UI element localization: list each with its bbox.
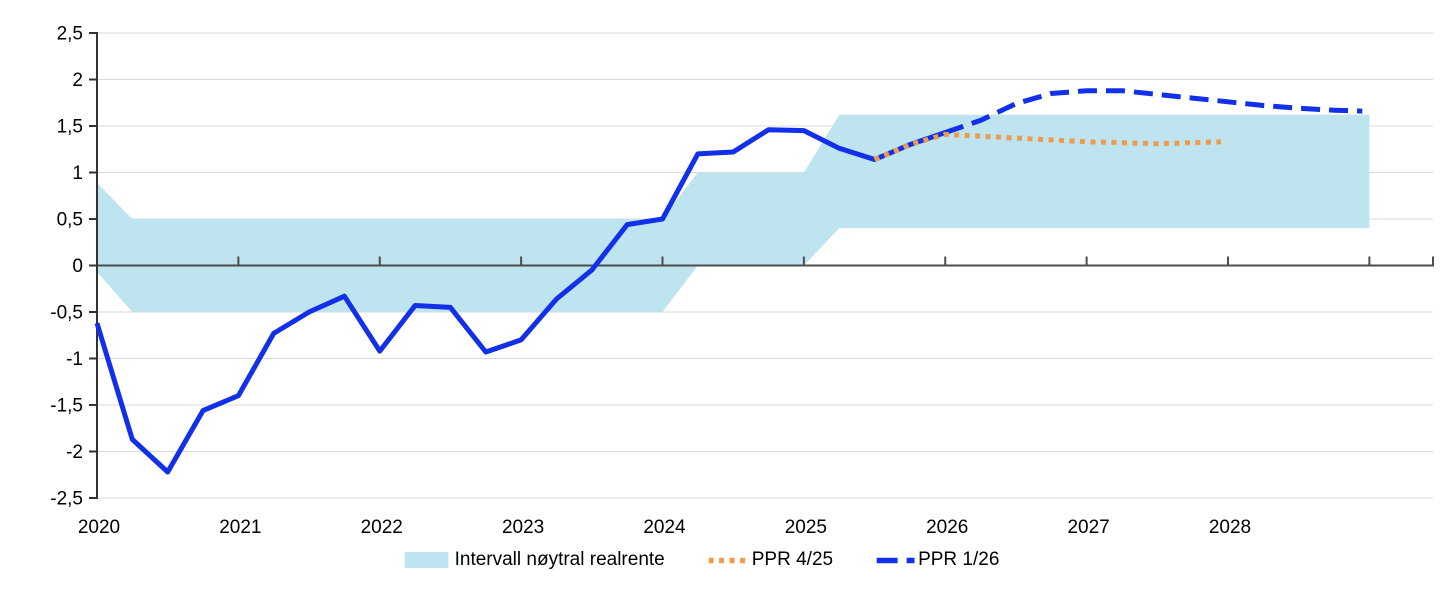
y-tick-label: -2: [66, 442, 83, 463]
y-tick-label: 1,5: [57, 117, 83, 138]
y-tick-label: -1,5: [50, 396, 83, 417]
x-tick-label: 2024: [643, 517, 686, 538]
legend-item-neutral-band: Intervall nøytral realrente: [404, 547, 665, 573]
legend-item-ppr-4-25: PPR 4/25: [708, 547, 834, 573]
y-tick-label: -0,5: [50, 303, 83, 324]
x-tick-label: 2023: [502, 517, 544, 538]
dotted-line-swatch-icon: [708, 557, 749, 563]
neutral-rate-band: [97, 114, 1370, 312]
x-tick-label: 2021: [219, 517, 261, 538]
legend-label-ppr-1-26: PPR 1/26: [918, 549, 1000, 570]
y-tick-label: 2,5: [57, 24, 83, 45]
x-tick-label: 2025: [785, 517, 827, 538]
y-tick-label: 1: [72, 163, 83, 184]
x-tick-label: 2022: [361, 517, 403, 538]
ppr-4-25-line: [873, 131, 1221, 162]
y-tick-label: 0: [72, 256, 83, 277]
x-tick-label: 2020: [78, 517, 120, 538]
legend: Intervall nøytral realrente PPR 4/25 PPR…: [404, 547, 999, 573]
y-tick-label: -2,5: [50, 489, 83, 510]
y-tick-label: -1: [66, 349, 83, 370]
y-tick-label: 0,5: [57, 210, 83, 231]
band-swatch-icon: [404, 552, 449, 568]
legend-item-ppr-1-26: PPR 1/26: [877, 547, 999, 573]
dashed-line-swatch-icon: [877, 557, 916, 563]
y-tick-label: 2: [72, 70, 83, 91]
x-tick-label: 2028: [1209, 517, 1251, 538]
x-tick-label: 2027: [1067, 517, 1109, 538]
realrente-historikk-line: [94, 127, 947, 475]
legend-label-neutral-band: Intervall nøytral realrente: [454, 549, 665, 570]
legend-label-ppr-4-25: PPR 4/25: [751, 549, 834, 570]
x-tick-label: 2026: [926, 517, 968, 538]
